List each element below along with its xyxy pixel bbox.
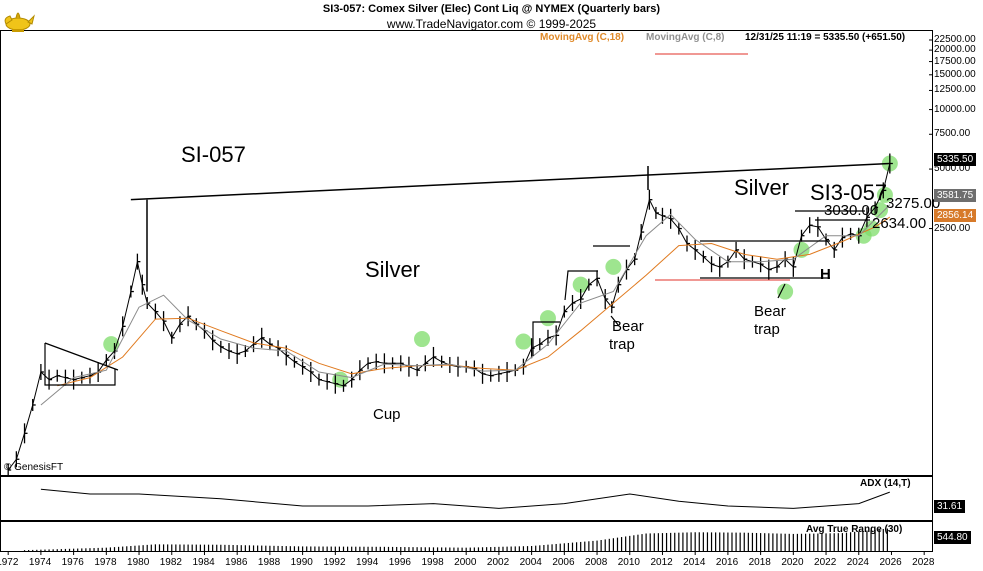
highlight-circle (605, 258, 622, 275)
bear-trap-1-arrow (610, 315, 620, 327)
y-tick-label: 22500.00 (934, 34, 976, 45)
highlight-circle (572, 276, 589, 293)
x-tick-label: 1988 (257, 557, 281, 568)
x-tick-label: 2026 (879, 557, 902, 568)
x-tick-label: 2028 (912, 557, 935, 568)
moving-avg-8-line (40, 204, 891, 406)
x-tick-label: 2024 (846, 557, 869, 568)
atr-panel-label: Avg True Range (30) (806, 524, 903, 535)
legend-moving-avg-8: MovingAvg (C,8) (646, 32, 725, 43)
x-tick-label: 1992 (323, 557, 346, 568)
x-tick-label: 1998 (421, 557, 444, 568)
y-tick-label: 5000.00 (934, 163, 971, 175)
annotation-cup: Cup (373, 406, 401, 423)
x-tick-label: 2008 (585, 557, 608, 568)
highlight-circle (777, 283, 794, 300)
resistance-trend-line (130, 162, 890, 201)
x-tick-label: 1972 (0, 557, 19, 568)
trade-navigator-logo-icon (2, 2, 36, 34)
annotation-bear-trap-2-top: Bear (754, 303, 786, 320)
x-tick-label: 2020 (781, 557, 804, 568)
chart-subtitle: www.TradeNavigator.com © 1999-2025 (386, 17, 597, 31)
price-flag-moving-avg: 2856.14 (934, 209, 977, 222)
y-tick-label: 20000.00 (934, 44, 976, 56)
legend-moving-avg-18: MovingAvg (C,18) (540, 32, 625, 43)
x-tick-label: 1976 (61, 557, 84, 568)
adx-panel-label: ADX (14,T) (860, 478, 911, 489)
x-tick-label: 1996 (388, 557, 411, 568)
price-panel-frame (0, 30, 933, 476)
annotation-bear-trap-2-bottom: trap (754, 321, 780, 338)
annotation-si057-right: SI3-057 (810, 180, 888, 205)
x-tick-label: 2018 (748, 557, 771, 568)
annotation-level-3275: 3275.00 (886, 195, 941, 212)
annotation-level-2634: 2634.00 (872, 215, 927, 232)
x-tick-label: 1984 (192, 557, 215, 568)
y-tick-label: 17500.00 (934, 55, 976, 67)
x-tick-label: 1982 (159, 557, 182, 568)
x-tick-label: 2014 (683, 557, 706, 568)
x-tick-label: 1990 (290, 557, 313, 568)
highlight-circle (876, 186, 893, 203)
x-tick-label: 1978 (94, 557, 117, 568)
genesis-credit: © GenesisFT (4, 462, 64, 473)
highlight-circle (539, 310, 556, 327)
x-tick-label: 2000 (454, 557, 477, 568)
flag-box-1 (532, 321, 560, 356)
x-tick-label: 2002 (486, 557, 510, 568)
highlight-circle (414, 331, 431, 348)
y-tick-label: 10000.00 (934, 103, 976, 115)
x-tick-label: 1986 (225, 557, 248, 568)
highlight-circle (793, 241, 810, 258)
x-tick-label: 1980 (127, 557, 150, 568)
x-tick-label: 2012 (650, 557, 673, 568)
x-tick-label: 2016 (715, 557, 739, 568)
y-tick-label: 2500.00 (934, 222, 971, 234)
y-tick-label: 15000.00 (934, 68, 976, 80)
x-tick-label: 1994 (356, 557, 379, 568)
flag-box-2 (564, 270, 598, 301)
annotation-h-mark: H (820, 266, 831, 283)
adx-line (40, 488, 890, 509)
triangle-pattern-box (44, 343, 116, 386)
annotation-level-3030: 3030.00 (824, 202, 879, 219)
y-tick-label: 7500.00 (934, 128, 971, 140)
highlight-circle (515, 333, 532, 350)
x-tick-label: 1974 (28, 557, 52, 568)
atr-panel-frame (0, 521, 933, 552)
chart-title: SI3-057: Comex Silver (Elec) Cont Liq @ … (322, 3, 661, 15)
triangle-upper-line (44, 342, 119, 371)
legend-last-quote: 12/31/25 11:19 = 5335.50 (+651.50) (745, 32, 906, 43)
price-flag-last: 5335.50 (934, 153, 977, 166)
x-tick-label: 2022 (814, 557, 837, 568)
x-tick-label: 2010 (617, 557, 640, 568)
bear-trap-2-arrow (777, 283, 786, 299)
atr-flag-value: 544.80 (934, 531, 971, 544)
adx-panel-frame (0, 476, 933, 521)
adx-flag-value: 31.61 (934, 500, 966, 513)
y-tick-label: 12500.00 (934, 84, 976, 96)
annotation-si057-left: SI-057 (181, 142, 246, 167)
x-tick-label: 2004 (519, 557, 542, 568)
annotation-silver-right: Silver (734, 175, 790, 200)
price-flag-recent-high: 3581.75 (934, 189, 977, 202)
moving-avg-18-line (57, 216, 891, 387)
annotation-bear-trap-1-top: Bear (612, 318, 644, 335)
x-tick-label: 2006 (552, 557, 575, 568)
annotation-bear-trap-1-bottom: trap (609, 336, 635, 353)
annotation-silver-left: Silver (365, 257, 421, 282)
